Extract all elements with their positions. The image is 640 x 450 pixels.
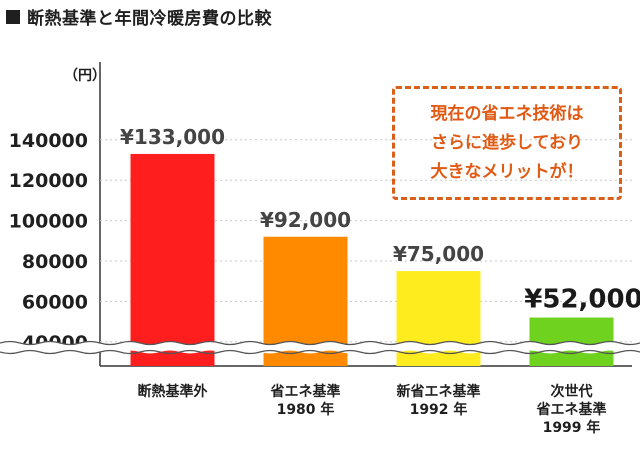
y-tick-label: 60000 xyxy=(22,291,88,313)
callout-line: 大きなメリットが！ xyxy=(430,161,584,182)
y-axis-label: （円） xyxy=(64,68,106,84)
y-tick-label: 80000 xyxy=(22,251,88,273)
callout-box: 現在の省エネ技術は さらに進歩しており 大きなメリットが！ xyxy=(392,86,622,200)
category-label: 省エネ基準 xyxy=(270,383,341,400)
bar xyxy=(130,153,215,366)
axis-break-band xyxy=(0,341,640,354)
y-tick-label: 100000 xyxy=(9,211,88,233)
category-label: 断熱基準外 xyxy=(138,383,208,400)
category-label: 1980 年 xyxy=(277,401,335,418)
chart-heading: 断熱基準と年間冷暖房費の比較 xyxy=(6,4,272,29)
category-label: 1999 年 xyxy=(543,419,601,436)
data-label: ¥75,000 xyxy=(393,242,484,266)
category-label: 省エネ基準 xyxy=(536,401,607,418)
data-label: ¥52,000 xyxy=(524,285,640,315)
data-label: ¥133,000 xyxy=(120,125,225,149)
category-label: 新省エネ基準 xyxy=(397,383,481,400)
chart-title: 断熱基準と年間冷暖房費の比較 xyxy=(27,9,272,29)
category-label: 1992 年 xyxy=(410,401,468,418)
callout-line: さらに進歩しており xyxy=(431,132,583,153)
callout-line: 現在の省エネ技術は xyxy=(430,103,584,124)
y-tick-label: 140000 xyxy=(9,130,88,152)
category-label: 次世代 xyxy=(551,383,593,400)
data-label: ¥92,000 xyxy=(260,208,351,232)
heading-square-icon xyxy=(6,9,20,24)
axis-break-line xyxy=(0,340,640,346)
y-tick-label: 120000 xyxy=(9,170,88,192)
axis-break-line xyxy=(0,349,640,355)
